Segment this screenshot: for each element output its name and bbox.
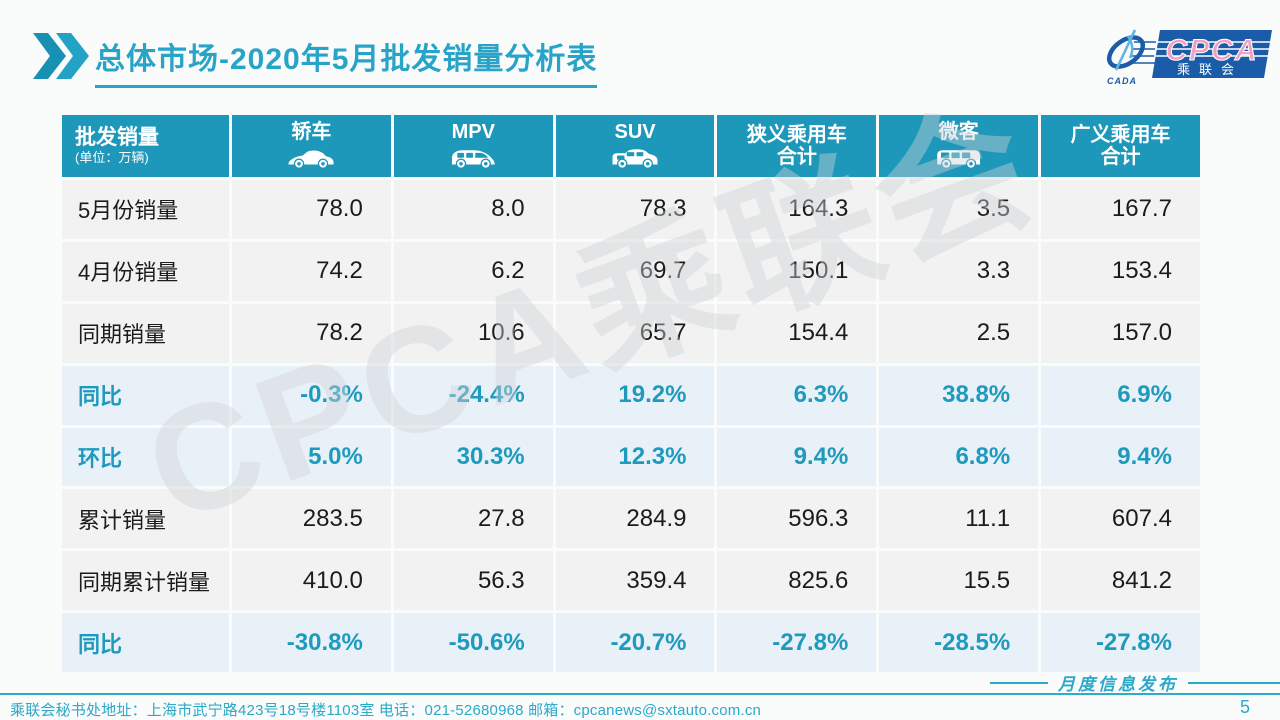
row-label: 5月份销量 [62,180,229,239]
cell-value: 10.6 [393,303,553,363]
cell-value: 78.0 [232,180,391,239]
cell-value: 27.8 [393,489,553,549]
cell-value: 154.4 [717,303,877,363]
header-col-total-5: 广义乘用车 合计 [1041,115,1200,177]
cell-value: 841.2 [1041,551,1200,611]
row-label: 同期累计销量 [62,551,229,611]
cell-value: 167.7 [1041,180,1200,239]
cell-value: -0.3% [232,365,391,425]
page-title: 总体市场-2020年5月批发销量分析表 [95,34,598,88]
header-col-wholesale: 批发销量 (单位：万辆) [62,115,229,177]
cell-value: -28.5% [879,613,1039,672]
cell-value: -24.4% [393,365,553,425]
cell-value: 69.7 [555,241,715,301]
cell-value: -30.8% [232,613,391,672]
cell-value: 825.6 [717,551,877,611]
header-label: 合计 [1100,146,1141,168]
logo-swirl [1106,35,1146,69]
cell-value: -50.6% [393,613,553,672]
header-label: 合计 [776,146,817,168]
cell-value: 78.2 [232,303,391,363]
cell-value: 65.7 [555,303,715,363]
cell-value: 283.5 [232,489,391,549]
cell-value: 150.1 [717,241,877,301]
cell-value: -20.7% [555,613,715,672]
suv-car-icon [611,146,659,171]
row-label: 累计销量 [62,489,229,549]
row-label: 同比 [62,613,229,672]
cell-value: 78.3 [555,180,715,239]
double-chevron-icon [33,33,89,79]
cell-value: 6.2 [393,241,553,301]
row-label: 环比 [62,427,229,487]
cell-value: 15.5 [879,551,1039,611]
header-col-minibus: 微客 [879,115,1039,177]
minibus-car-icon [935,146,983,171]
sedan-car-icon [287,146,335,171]
cell-value: 38.8% [879,365,1039,425]
page-number: 5 [1239,697,1250,717]
cell-value: 19.2% [555,365,715,425]
header-label: 微客 [938,120,979,143]
title-emphasis: 总体市场 [95,43,219,76]
publication-row: 月度信息发布 [990,670,1280,695]
cell-value: 6.3% [717,365,877,425]
cell-value: 5.0% [232,427,391,487]
publication-label: 月度信息发布 [1058,675,1178,695]
cell-value: 6.8% [879,427,1039,487]
footer-divider [0,693,1280,695]
cell-value: 410.0 [232,551,391,611]
header-unit: (单位：万辆) [75,150,149,166]
cell-value: 9.4% [1041,427,1200,487]
cell-value: 607.4 [1041,489,1200,549]
cell-value: 6.9% [1041,365,1200,425]
dash-line [1188,681,1280,684]
cell-value: 12.3% [555,427,715,487]
header-label: SUV [614,120,656,143]
header-label: MPV [451,120,495,143]
cpca-logo: CPCA 乘联会 CADA [1106,29,1272,86]
mpv-car-icon [449,146,497,171]
header-col-total-3: 狭义乘用车 合计 [717,115,877,177]
footer-address: 乘联会秘书处地址：上海市武宁路423号18号楼1103室 电话：021-5268… [10,702,762,719]
cell-value: 11.1 [879,489,1039,549]
cell-value: 359.4 [555,551,715,611]
cell-value: 3.3 [879,241,1039,301]
header-title: 批发销量 [75,125,159,149]
logo-stripes [1154,41,1270,57]
logo-cada-text: CADA [1107,76,1137,86]
cell-value: 56.3 [393,551,553,611]
header-col-suv: SUV [555,115,715,177]
header-label: 轿车 [291,120,332,143]
cell-value: 74.2 [232,241,391,301]
cell-value: 9.4% [717,427,877,487]
logo-figure [1114,29,1137,71]
header-col-mpv: MPV [393,115,553,177]
logo-sub-text: 乘联会 [1177,62,1243,77]
row-label: 同比 [62,365,229,425]
cell-value: 2.5 [879,303,1039,363]
cell-value: 8.0 [393,180,553,239]
cell-value: 596.3 [717,489,877,549]
header-label: 狭义乘用车 [746,123,847,146]
header-col-sedan: 轿车 [232,115,391,177]
cell-value: -27.8% [1041,613,1200,672]
logo-cpca-text: CPCA [1165,34,1258,67]
cell-value: -27.8% [717,613,877,672]
cell-value: 164.3 [717,180,877,239]
title-rest: -2020年5月批发销量分析表 [219,43,598,76]
row-label: 4月份销量 [62,241,229,301]
cell-value: 153.4 [1041,241,1200,301]
cell-value: 157.0 [1041,303,1200,363]
header-label: 广义乘用车 [1070,123,1171,146]
wholesale-sales-table: 批发销量 (单位：万辆) 轿车 MPV SUV 狭义乘用车 合计 微客 广义乘用车 合计 5月份销量… [62,115,1200,672]
dash-line [990,681,1048,684]
cell-value: 284.9 [555,489,715,549]
cell-value: 30.3% [393,427,553,487]
row-label: 同期销量 [62,303,229,363]
cell-value: 3.5 [879,180,1039,239]
